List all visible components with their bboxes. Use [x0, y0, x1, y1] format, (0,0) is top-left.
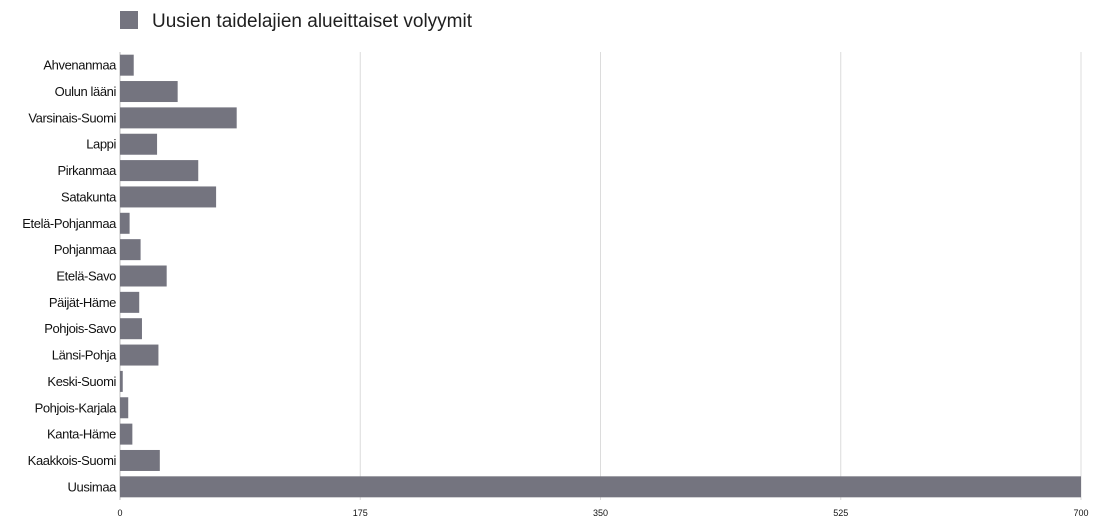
category-labels: Ahvenanmaa Oulun lääni Varsinais-Suomi Lapp…: [22, 58, 117, 495]
bar: [120, 212, 130, 234]
category-label: Satakunta: [61, 189, 117, 204]
bar: [120, 318, 142, 340]
legend-swatch: [120, 11, 138, 29]
bar: [120, 107, 237, 129]
bar: [120, 81, 178, 103]
category-label: Ahvenanmaa: [43, 58, 117, 73]
category-label: Varsinais-Suomi: [28, 110, 116, 125]
x-tick-label: 525: [833, 508, 848, 518]
bar: [120, 423, 133, 445]
category-label: Keski-Suomi: [47, 374, 116, 389]
category-label: Oulun lääni: [55, 84, 117, 99]
gridlines: [119, 52, 1082, 500]
bar: [120, 370, 123, 392]
category-label: Kanta-Häme: [47, 427, 116, 442]
category-label: Pohjanmaa: [54, 242, 117, 257]
legend: Uusien taidelajien alueittaiset volyymit: [120, 11, 473, 32]
bar: [120, 265, 167, 287]
category-label: Länsi-Pohja: [52, 348, 117, 363]
category-label: Pirkanmaa: [57, 163, 117, 178]
bar: [120, 476, 1081, 498]
x-tick-labels: 0 175 350 525 700: [117, 508, 1088, 518]
x-tick-label: 0: [117, 508, 122, 518]
bars: [120, 54, 1081, 498]
bar: [120, 160, 199, 182]
category-label: Uusimaa: [68, 479, 118, 494]
category-label: Pohjois-Savo: [44, 321, 116, 336]
category-label: Pohjois-Karjala: [35, 400, 118, 415]
bar: [120, 449, 160, 471]
bar: [120, 291, 140, 313]
category-label: Etelä-Savo: [56, 269, 116, 284]
bar: [120, 344, 159, 366]
x-tick-label: 350: [593, 508, 608, 518]
bar: [120, 133, 158, 155]
x-tick-label: 175: [353, 508, 368, 518]
category-label: Lappi: [86, 137, 116, 152]
bar: [120, 397, 129, 419]
legend-label: Uusien taidelajien alueittaiset volyymit: [152, 11, 473, 32]
category-label: Päijät-Häme: [49, 295, 116, 310]
category-label: Kaakkois-Suomi: [28, 453, 117, 468]
bar: [120, 239, 141, 261]
bar: [120, 186, 217, 208]
x-tick-label: 700: [1073, 508, 1088, 518]
bar: [120, 54, 134, 76]
category-label: Etelä-Pohjanmaa: [22, 216, 117, 231]
